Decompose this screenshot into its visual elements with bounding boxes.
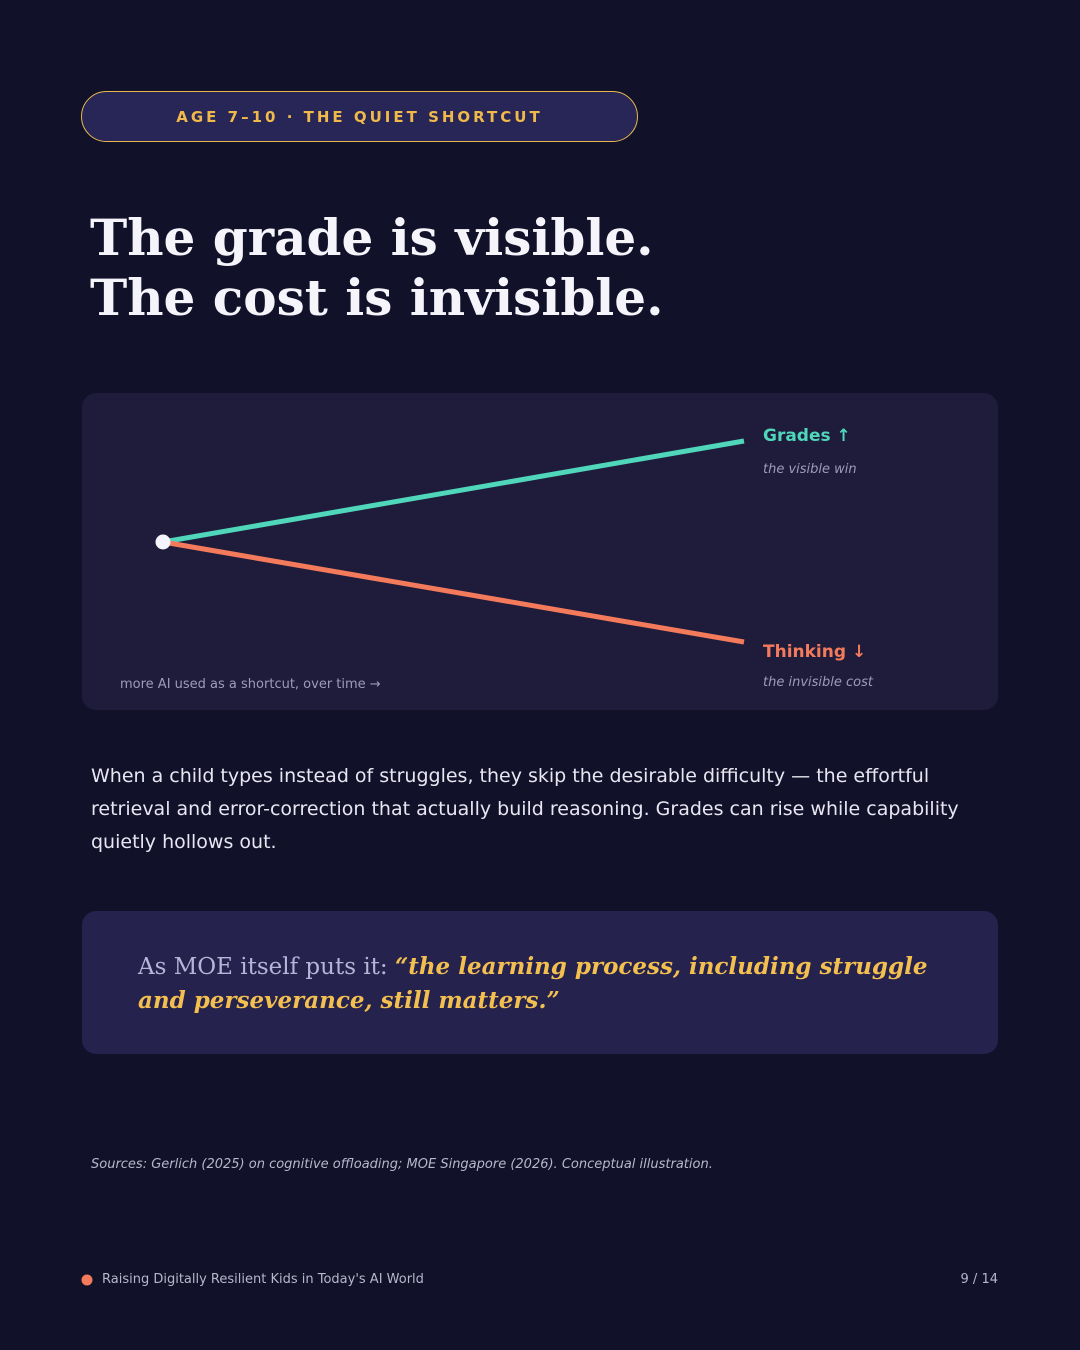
- sources: Sources: Gerlich (2025) on cognitive off…: [91, 1157, 713, 1172]
- page-number: 9 / 14: [960, 1272, 998, 1287]
- body-text: When a child types instead of struggles,…: [91, 765, 959, 853]
- down-label: Thinking ↓: [763, 642, 866, 662]
- axis-note: more AI used as a shortcut, over time →: [120, 677, 381, 692]
- down-line: [162, 539, 745, 645]
- footer-dot: [81, 1274, 93, 1286]
- diagram-panel: Grades ↑ the visible win Thinking ↓ the …: [82, 393, 998, 710]
- down-note: the invisible cost: [763, 675, 874, 690]
- quote-lead: As MOE itself puts it:: [138, 954, 395, 980]
- title-line: The cost is invisible.: [90, 268, 664, 327]
- up-label: Grades ↑: [763, 426, 851, 446]
- quote-emphasis: “the learning process, including struggl…: [138, 953, 928, 1014]
- up-line: [162, 438, 745, 545]
- title-line: The grade is visible.: [90, 208, 654, 267]
- badge: AGE 7–10 · THE QUIET SHORTCUT: [81, 91, 638, 142]
- quote: As MOE itself puts it: “the learning pro…: [138, 950, 958, 1018]
- diagram: Grades ↑ the visible win Thinking ↓ the …: [120, 426, 874, 692]
- origin-dot: [155, 534, 171, 550]
- footer-title: Raising Digitally Resilient Kids in Toda…: [102, 1272, 424, 1287]
- up-note: the visible win: [763, 462, 857, 477]
- quote-box: [82, 911, 998, 1054]
